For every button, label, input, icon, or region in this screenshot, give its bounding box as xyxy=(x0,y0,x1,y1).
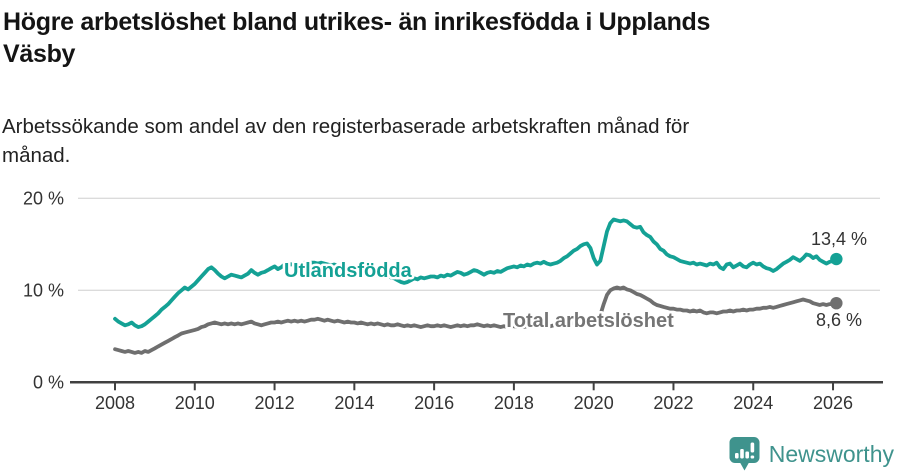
brand-name: Newsworthy xyxy=(768,440,894,467)
end-dot-total-arbetsloshet xyxy=(830,296,843,310)
chart-subtitle-line-1: Arbetssökande som andel av den registerb… xyxy=(2,115,690,138)
x-tick-label: 2022 xyxy=(653,393,693,413)
x-tick-label: 2008 xyxy=(95,393,135,413)
x-tick-label: 2026 xyxy=(813,393,853,413)
y-tick-label: 10 % xyxy=(23,280,64,300)
x-tick-label: 2010 xyxy=(175,393,215,413)
y-tick-label: 20 % xyxy=(23,188,64,208)
page-title-line-1: Högre arbetslöshet bland utrikes- än inr… xyxy=(3,8,711,36)
page-title: Högre arbetslöshet bland utrikes- än inr… xyxy=(3,6,895,70)
series-line-utlandsfodda xyxy=(113,217,839,330)
series-label-utlandsfodda: Utlandsfödda xyxy=(284,260,413,282)
end-value-label-utlandsfodda: 13,4 % xyxy=(811,229,867,249)
x-tick-label: 2018 xyxy=(494,393,534,413)
chart-subtitle-line-2: månad. xyxy=(2,144,71,167)
end-dot-utlandsfodda xyxy=(830,252,843,266)
series-label-total-arbetsloshet: Total arbetslöshet xyxy=(503,310,674,332)
x-tick-label: 2012 xyxy=(255,393,295,413)
x-tick-label: 2014 xyxy=(334,393,374,413)
bar-chart-speech-bubble-icon xyxy=(729,437,760,471)
series-line-total-arbetsloshet xyxy=(113,285,839,355)
chart-subtitle: Arbetssökande som andel av den registerb… xyxy=(2,112,862,170)
brand-footer: Newsworthy xyxy=(728,436,894,472)
x-tick-label: 2020 xyxy=(574,393,614,413)
y-tick-label: 0 % xyxy=(33,372,64,392)
x-tick-label: 2016 xyxy=(414,393,454,413)
end-value-label-total-arbetsloshet: 8,6 % xyxy=(816,310,862,330)
page-title-line-2: Väsby xyxy=(3,40,76,68)
x-tick-label: 2024 xyxy=(733,393,773,413)
